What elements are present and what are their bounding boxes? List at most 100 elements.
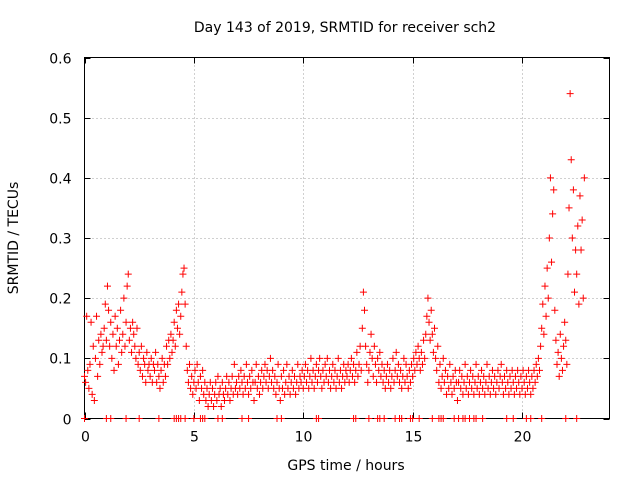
data-point	[171, 342, 179, 350]
data-point	[364, 378, 372, 386]
data-point	[246, 372, 254, 380]
data-point	[142, 378, 150, 386]
data-point	[135, 415, 143, 422]
data-point	[112, 342, 120, 350]
data-point	[173, 324, 181, 332]
data-point	[439, 354, 447, 362]
data-point	[237, 366, 245, 374]
data-point	[214, 372, 222, 380]
data-point	[242, 360, 250, 368]
data-point	[245, 390, 253, 398]
data-point	[136, 366, 144, 374]
data-point	[82, 378, 90, 386]
data-point	[247, 384, 255, 392]
data-point	[492, 390, 500, 398]
data-point	[135, 348, 143, 356]
data-point	[122, 415, 130, 422]
data-point	[129, 318, 137, 326]
data-point	[409, 415, 417, 422]
data-point	[563, 360, 571, 368]
data-point	[111, 312, 119, 320]
data-point	[538, 324, 546, 332]
data-point	[431, 324, 438, 332]
y-axis-label: SRMTID / TECUs	[6, 182, 22, 295]
data-point	[85, 384, 93, 392]
data-point	[89, 342, 97, 350]
data-point	[389, 354, 397, 362]
data-point	[213, 396, 221, 404]
data-point	[321, 360, 329, 368]
data-point	[354, 372, 362, 380]
data-point	[153, 378, 161, 386]
data-point	[538, 415, 546, 422]
data-point	[380, 415, 388, 422]
data-point	[88, 390, 96, 398]
data-point	[230, 360, 238, 368]
data-point	[549, 210, 557, 218]
data-point	[307, 354, 315, 362]
data-point	[155, 372, 163, 380]
data-point	[425, 318, 433, 326]
data-point	[114, 360, 122, 368]
data-point	[188, 372, 196, 380]
data-point	[529, 384, 537, 392]
data-point	[472, 360, 480, 368]
data-point	[218, 415, 226, 422]
data-point	[272, 390, 280, 398]
data-point	[118, 348, 126, 356]
data-point	[154, 360, 162, 368]
data-point	[565, 204, 573, 212]
data-point	[426, 336, 434, 344]
data-point	[562, 415, 570, 422]
data-point	[177, 312, 185, 320]
data-point	[509, 415, 517, 422]
data-point	[527, 415, 535, 422]
data-point	[140, 354, 148, 362]
data-point	[218, 378, 226, 386]
data-point	[495, 384, 503, 392]
data-point	[551, 306, 559, 314]
data-point	[573, 270, 581, 278]
data-point	[195, 396, 203, 404]
data-point	[226, 396, 234, 404]
data-point	[542, 312, 550, 320]
data-point	[199, 366, 207, 374]
data-point	[415, 415, 423, 422]
data-point	[315, 415, 323, 422]
data-point	[555, 372, 563, 380]
data-point	[556, 330, 564, 338]
data-point	[310, 384, 318, 392]
x-tick-label: 0	[81, 430, 90, 446]
y-tick-label: 0.6	[49, 52, 71, 68]
data-point	[124, 270, 132, 278]
data-point	[147, 354, 155, 362]
data-point	[553, 360, 561, 368]
x-axis-label: GPS time / hours	[287, 458, 404, 474]
data-point	[367, 330, 375, 338]
data-point	[161, 372, 169, 380]
data-point	[560, 342, 568, 350]
data-point	[577, 246, 585, 254]
data-point	[537, 342, 545, 350]
data-point	[358, 324, 366, 332]
data-point	[355, 360, 363, 368]
data-point	[133, 324, 141, 332]
data-point	[456, 366, 464, 374]
data-point	[432, 354, 440, 362]
data-point	[169, 336, 177, 344]
data-point	[418, 360, 426, 368]
data-point	[334, 354, 342, 362]
data-point	[178, 288, 186, 296]
data-point	[365, 415, 373, 422]
data-point	[146, 372, 154, 380]
data-point	[252, 360, 260, 368]
data-point	[180, 264, 188, 272]
data-point	[376, 348, 384, 356]
data-point	[138, 372, 146, 380]
data-point	[108, 354, 116, 362]
data-point	[365, 366, 373, 374]
data-point	[319, 366, 327, 374]
data-point	[533, 372, 541, 380]
data-point	[131, 342, 139, 350]
data-point	[461, 360, 469, 368]
